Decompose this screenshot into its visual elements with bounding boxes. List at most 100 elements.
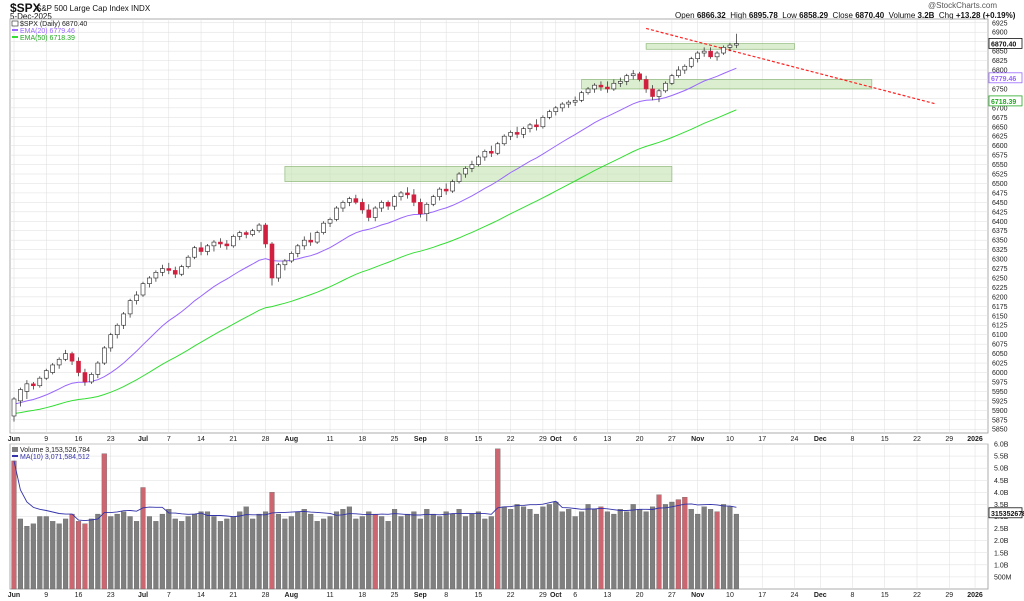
axis-labels: 5850 5875 5900 5925 5950 5975 6000 6025 6050 6075…: [8, 20, 1012, 599]
candle: [366, 209, 372, 218]
volume-bar: [553, 501, 559, 590]
candle: [540, 117, 546, 128]
time-tick-label: 11: [326, 436, 333, 443]
volume-bar: [140, 487, 146, 590]
volume-bar: [198, 511, 204, 590]
volume-bar: [108, 516, 114, 590]
price-tick-label: 6350: [992, 238, 1008, 245]
volume-bar: [17, 518, 23, 590]
candle: [727, 44, 733, 48]
time-tick-label-bottom: 20: [636, 592, 644, 599]
price-tick-label: 6675: [992, 115, 1008, 122]
price-tick-label: 6050: [992, 351, 1008, 358]
volume-bar: [159, 513, 165, 590]
volume-bar: [456, 509, 462, 590]
candle: [482, 151, 488, 158]
time-tick-label: Oct: [550, 436, 562, 443]
price-tick-label: 6500: [992, 181, 1008, 188]
candle: [721, 47, 726, 54]
time-tick-label-bottom: 15: [881, 592, 889, 599]
candle: [276, 264, 281, 279]
volume-tick-label: 4.0B: [994, 490, 1009, 497]
volume-bar: [166, 509, 172, 590]
candle: [334, 207, 339, 220]
volume-bar: [521, 506, 527, 590]
time-tick-label: 15: [881, 436, 889, 443]
volume-bar: [514, 504, 520, 590]
time-tick-label: Aug: [285, 436, 299, 443]
candle: [31, 383, 36, 387]
volume-bar: [437, 516, 443, 590]
candle: [95, 362, 101, 375]
volume-bar: [224, 518, 230, 590]
volume-bar: [617, 509, 623, 590]
candle: [327, 219, 333, 224]
volume-bar: [11, 460, 17, 590]
volume-bar: [398, 516, 404, 590]
time-tick-label: Jun: [8, 436, 20, 443]
volume-bar: [701, 506, 707, 590]
time-tick-label: 21: [229, 436, 237, 443]
volume-bar: [366, 511, 372, 590]
time-tick-label-bottom: Dec: [814, 592, 827, 599]
volume-tag-box: [988, 507, 1023, 519]
candle: [108, 334, 114, 349]
candle: [585, 88, 591, 94]
candle: [592, 84, 597, 90]
volume-bar: [256, 513, 262, 590]
price-tick-label: 6525: [992, 172, 1008, 179]
price-tag-box: [988, 38, 1023, 49]
candle: [82, 372, 88, 383]
volume-bar: [411, 511, 417, 590]
candle: [102, 347, 107, 364]
support-zone: [581, 79, 873, 90]
volume-bar: [192, 513, 198, 590]
legend-vol-ma-swatch: [12, 455, 18, 457]
volume-bar: [269, 492, 275, 590]
high-label: High: [730, 11, 747, 20]
volume-bars: [11, 448, 739, 590]
time-tick-label-bottom: Jun: [8, 592, 20, 599]
volume-bar: [69, 513, 75, 590]
volume-label: Volume: [888, 11, 916, 20]
volume-bar: [121, 511, 127, 590]
ema50-tag-box: [988, 95, 1023, 107]
price-tick-label: 6225: [992, 285, 1008, 292]
volume-value: 3.2B: [917, 11, 935, 20]
time-tick-label-bottom: 15: [475, 592, 483, 599]
volume-bar: [733, 513, 739, 590]
time-tick-label-bottom: Oct: [550, 592, 562, 599]
time-tick-label: 14: [197, 436, 205, 443]
candle: [676, 69, 681, 77]
candle: [392, 196, 397, 207]
candle: [714, 52, 720, 58]
candle: [114, 324, 120, 335]
candle: [463, 168, 468, 175]
candle: [205, 245, 210, 252]
volume-bar: [630, 504, 636, 590]
time-tick-label-bottom: 28: [262, 592, 270, 599]
volume-bar: [572, 516, 578, 590]
price-panel-frame: [9, 18, 989, 434]
candle: [308, 239, 314, 243]
time-tick-label: 18: [358, 436, 366, 443]
volume-bar: [385, 521, 391, 590]
candle: [650, 88, 655, 97]
price-tick-label: 6400: [992, 219, 1008, 226]
volume-bar: [372, 513, 378, 590]
candle: [430, 196, 436, 205]
candle: [734, 43, 739, 46]
candle: [218, 241, 223, 245]
time-tick-label-bottom: 8: [851, 592, 855, 599]
candle: [192, 247, 197, 258]
volume-bar: [430, 513, 436, 590]
candle: [295, 245, 301, 254]
volume-bar: [204, 511, 211, 590]
volume-bar: [650, 506, 656, 590]
volume-bar: [379, 516, 385, 590]
time-tick-label: 20: [636, 436, 644, 443]
volume-bar: [533, 513, 539, 590]
price-tick-label: 6750: [992, 86, 1008, 93]
volume-tick-label: 6.0B: [994, 442, 1009, 449]
candle: [508, 132, 513, 137]
